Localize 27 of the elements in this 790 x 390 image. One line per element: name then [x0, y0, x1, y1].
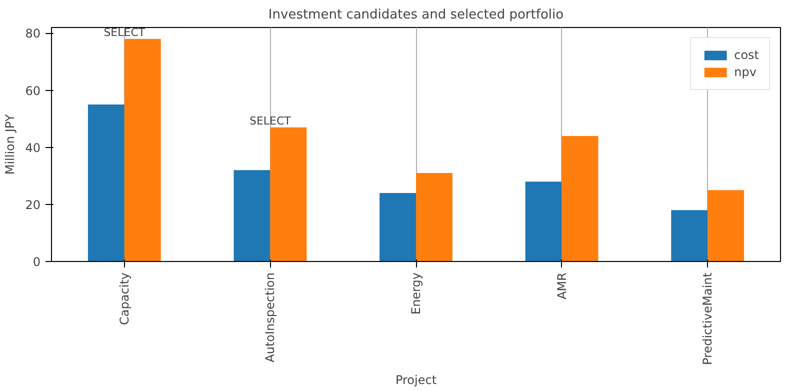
legend-label: cost	[734, 48, 759, 62]
y-tick-label: 80	[25, 26, 41, 41]
bar	[88, 104, 124, 262]
annotation: SELECT	[104, 26, 146, 39]
bar	[562, 136, 598, 262]
bar	[270, 127, 307, 262]
x-tick-label: AutoInspection	[263, 272, 278, 362]
bar	[671, 210, 708, 262]
y-tick-label: 60	[25, 84, 41, 98]
x-axis-title: Project	[395, 373, 437, 387]
annotation: SELECT	[249, 114, 292, 128]
bar	[708, 190, 744, 262]
y-tick-label: 40	[25, 140, 41, 155]
x-tick-label: PredictiveMaint	[700, 272, 715, 365]
y-tick-label: 0	[32, 255, 41, 269]
chart-title: Investment candidates and selected portfolio	[268, 8, 564, 22]
x-tick-label: Capacity	[117, 272, 132, 325]
bar	[380, 193, 416, 262]
legend-label: npv	[734, 65, 756, 79]
y-tick-label: 20	[25, 198, 41, 212]
bar	[416, 173, 452, 262]
x-tick-label: AMR	[554, 272, 569, 300]
x-tick-label: Energy	[409, 272, 423, 315]
bar	[234, 170, 270, 262]
bar	[525, 182, 562, 262]
y-axis-title: Million JPY	[3, 114, 18, 175]
bar	[124, 38, 161, 262]
